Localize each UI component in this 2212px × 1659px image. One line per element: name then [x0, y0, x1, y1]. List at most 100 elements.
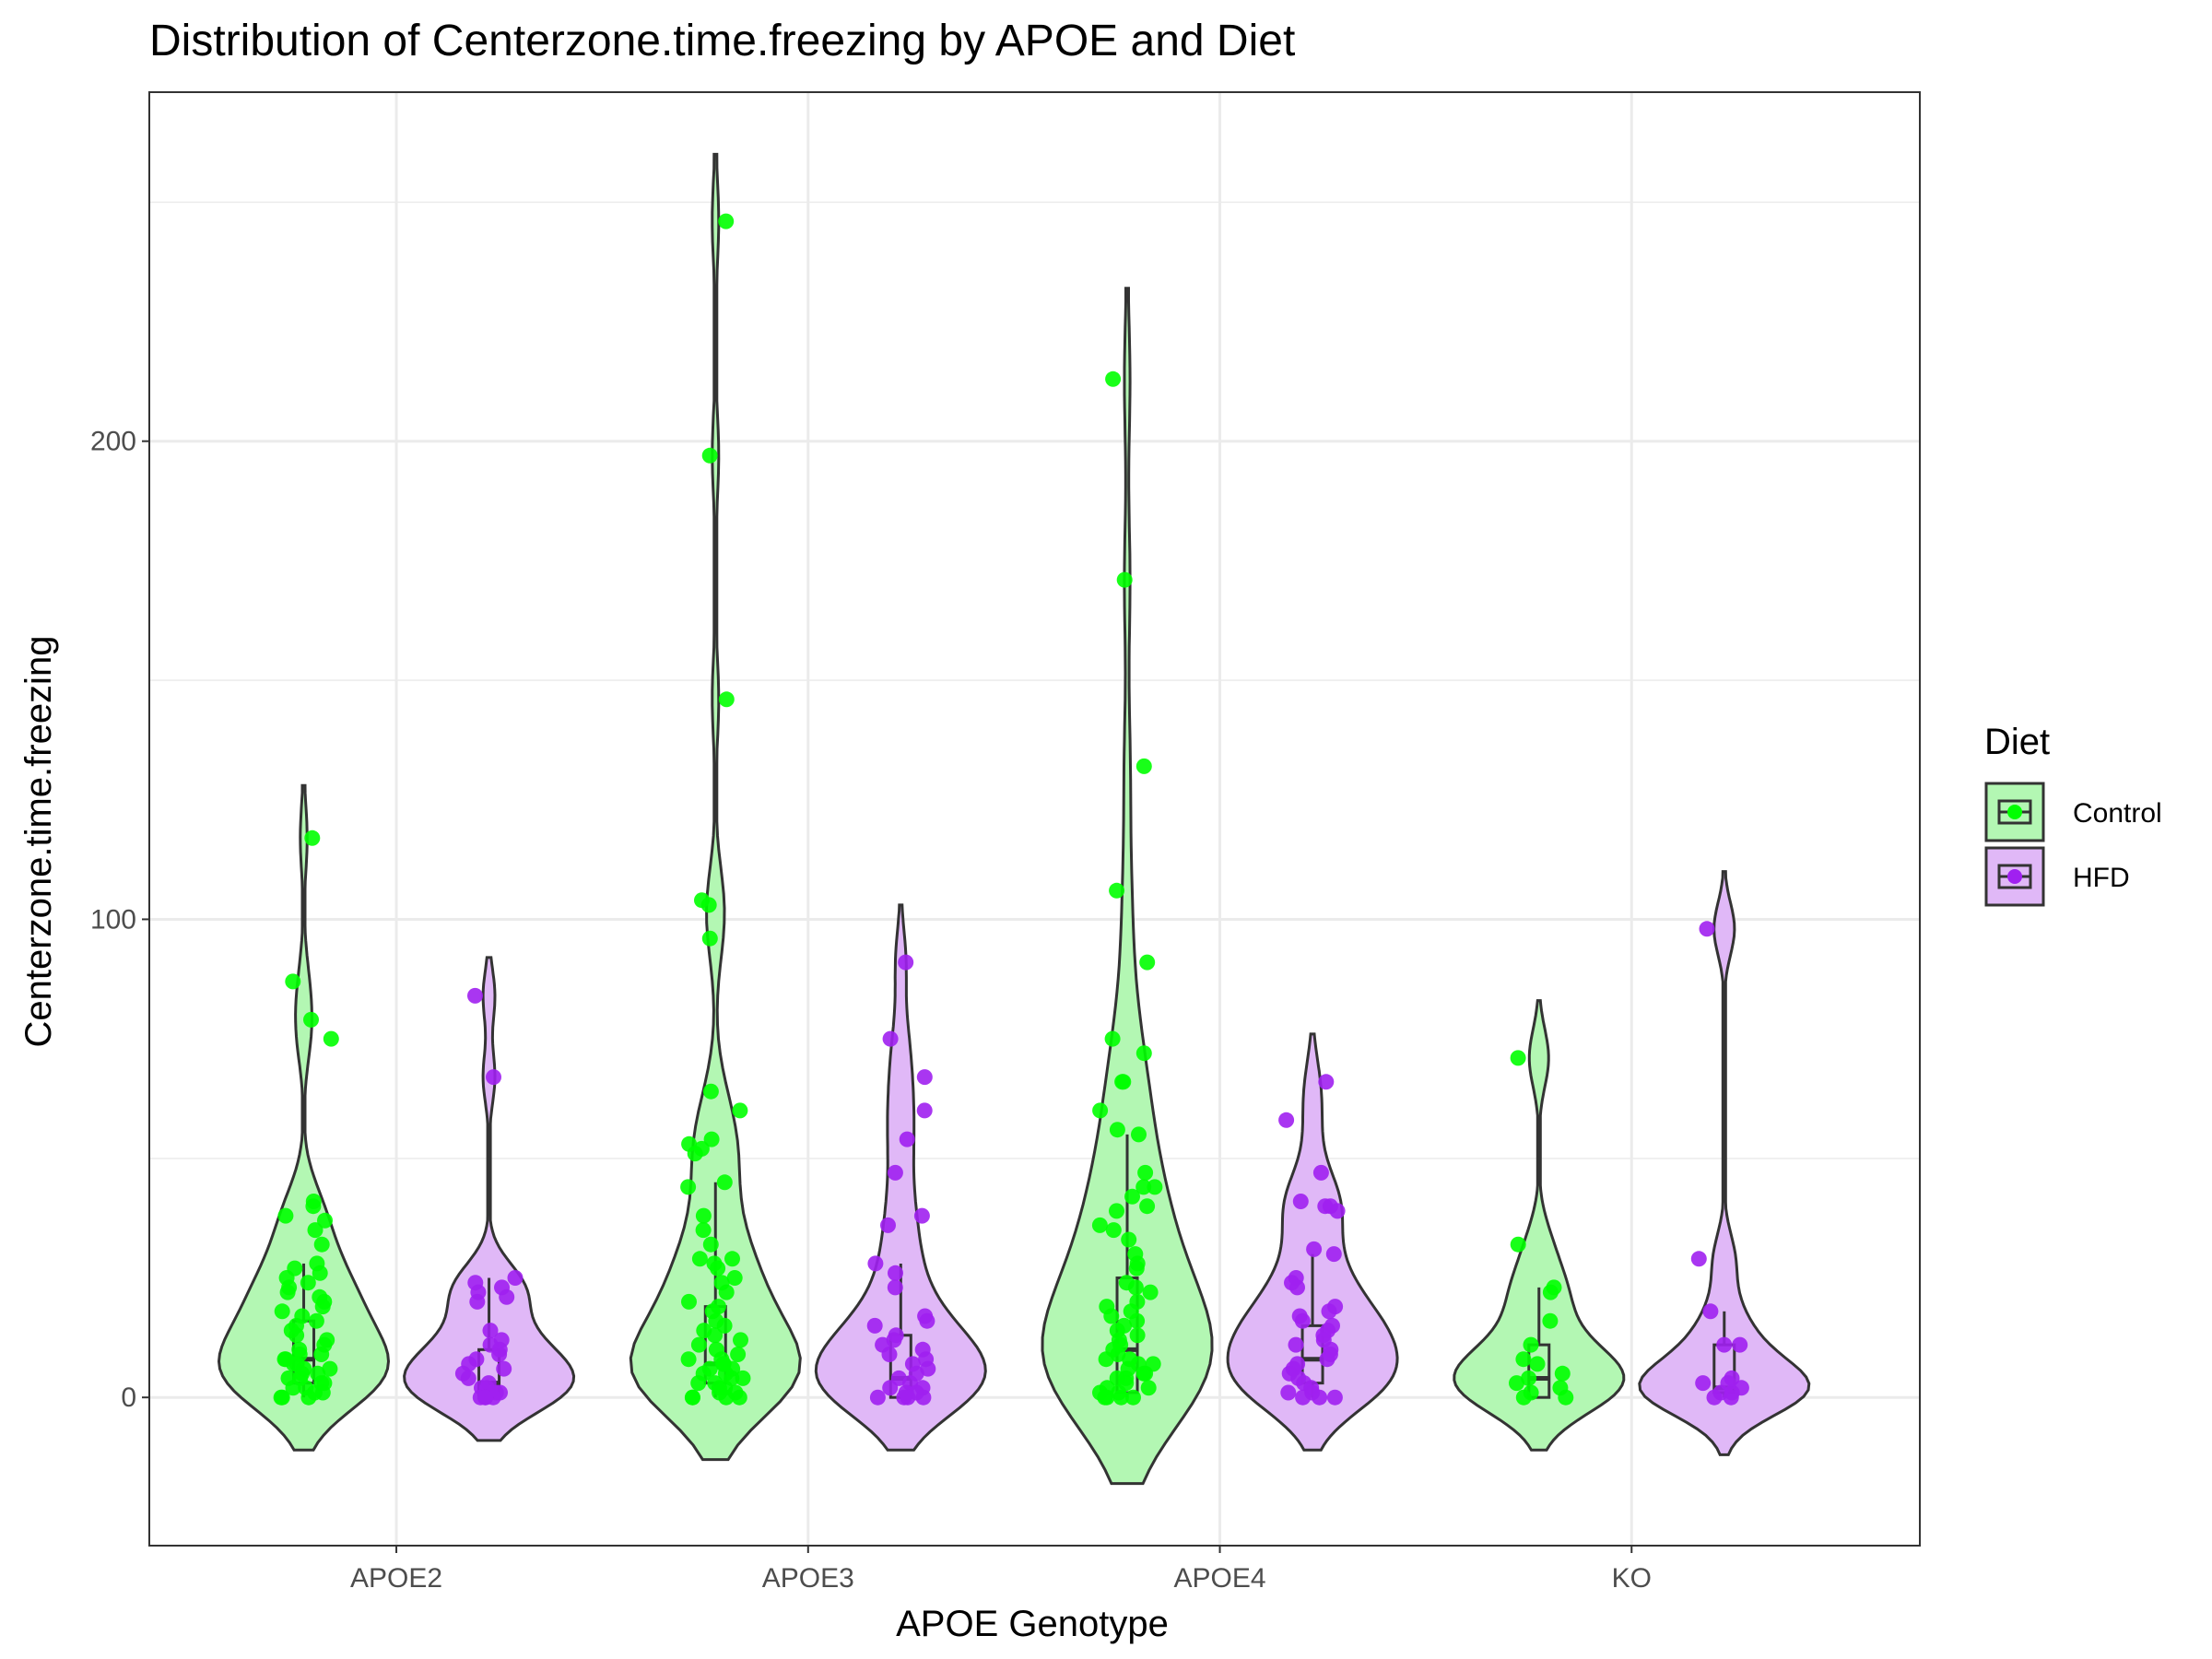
data-point	[1125, 1389, 1141, 1406]
data-point	[731, 1389, 747, 1406]
data-point	[303, 1011, 319, 1028]
data-point	[690, 1336, 707, 1353]
data-point	[1542, 1312, 1559, 1329]
data-point	[1092, 1102, 1109, 1119]
data-point	[1716, 1336, 1733, 1353]
data-point	[888, 1265, 903, 1281]
data-point	[718, 691, 735, 708]
data-point	[916, 1069, 933, 1086]
data-point	[710, 1260, 726, 1277]
data-point	[285, 973, 301, 990]
data-point	[1124, 1188, 1140, 1205]
data-point	[1135, 758, 1152, 774]
data-point	[1137, 1164, 1154, 1181]
x-tick-label: APOE4	[1174, 1563, 1266, 1594]
data-point	[1112, 1389, 1129, 1406]
data-point	[703, 1131, 720, 1147]
data-point	[1558, 1389, 1574, 1406]
data-point	[702, 1236, 719, 1253]
data-point	[304, 830, 321, 846]
y-axis-ticks: 0 100 200	[90, 427, 149, 1413]
data-point	[496, 1360, 512, 1377]
legend-label: Control	[2073, 798, 2162, 829]
data-point	[307, 1222, 324, 1239]
x-tick-label: APOE2	[350, 1563, 442, 1594]
data-point	[1292, 1194, 1309, 1209]
data-point	[685, 1389, 700, 1406]
data-point	[1706, 1389, 1723, 1406]
data-point	[313, 1347, 330, 1362]
data-point	[680, 1351, 697, 1368]
data-point	[1105, 371, 1122, 387]
data-point	[732, 1102, 748, 1119]
data-point	[1104, 1030, 1121, 1047]
data-point	[1317, 1198, 1334, 1215]
data-point	[486, 1069, 501, 1086]
data-point	[277, 1207, 294, 1224]
data-point	[899, 1131, 915, 1147]
data-point	[1515, 1389, 1532, 1406]
data-point	[882, 1380, 899, 1396]
data-point	[716, 1174, 733, 1191]
data-point	[273, 1389, 289, 1406]
legend-keys: Control HFD	[1984, 782, 2162, 907]
data-point	[1702, 1303, 1719, 1320]
data-point	[1294, 1312, 1311, 1329]
data-point	[1319, 1351, 1335, 1368]
data-point	[285, 1380, 301, 1396]
data-point	[687, 1146, 703, 1162]
data-point	[896, 1389, 912, 1406]
data-point	[1295, 1389, 1312, 1406]
violins	[217, 152, 1811, 1486]
data-point	[1695, 1375, 1712, 1392]
data-point	[898, 954, 914, 971]
chart-title: Distribution of Centerzone.time.freezing…	[149, 17, 1295, 65]
x-tick-label: APOE3	[762, 1563, 854, 1594]
data-point	[322, 1360, 338, 1377]
data-point	[1135, 1045, 1152, 1062]
data-point	[881, 1347, 898, 1362]
data-point	[1147, 1179, 1163, 1195]
data-point	[690, 1375, 707, 1392]
data-point	[1509, 1375, 1524, 1392]
panel-border	[148, 91, 1921, 1547]
legend-point-glyph	[2007, 805, 2022, 819]
legend-point-glyph	[2007, 869, 2022, 884]
data-point	[701, 930, 718, 947]
y-tick-label: 0	[121, 1382, 136, 1413]
plot-area: 0 100 200 APOE2 APOE3 APOE4 KO	[90, 91, 1921, 1594]
data-point	[314, 1299, 331, 1315]
data-point	[300, 1389, 317, 1406]
data-point	[1690, 1251, 1707, 1267]
y-tick-label: 100	[90, 904, 136, 935]
data-point	[701, 447, 718, 464]
data-point	[1306, 1241, 1323, 1257]
violin-apoe3-control	[629, 152, 802, 1462]
data-point	[707, 1327, 724, 1344]
data-point	[724, 1251, 740, 1267]
data-point	[887, 1279, 903, 1296]
data-point	[1142, 1284, 1159, 1300]
data-point	[695, 1222, 712, 1239]
data-point	[726, 1270, 743, 1286]
data-point	[1288, 1336, 1304, 1353]
data-point	[1529, 1356, 1546, 1372]
legend-title: Diet	[1984, 722, 2050, 762]
y-axis-title: Centerzone.time.freezing	[18, 636, 59, 1048]
data-point	[1318, 1074, 1335, 1090]
data-point	[1699, 921, 1715, 937]
data-point	[1105, 1222, 1122, 1239]
y-tick-label: 200	[90, 427, 136, 457]
data-point	[691, 1251, 708, 1267]
data-point	[1128, 1260, 1145, 1277]
x-axis-title: APOE Genotype	[896, 1604, 1169, 1644]
data-point	[323, 1030, 339, 1047]
data-point	[1289, 1279, 1305, 1296]
data-point	[716, 1317, 733, 1334]
data-point	[916, 1102, 933, 1119]
data-point	[317, 1212, 333, 1229]
data-point	[1515, 1351, 1532, 1368]
legend: Diet Control HFD	[1984, 722, 2162, 907]
data-point	[1099, 1389, 1115, 1406]
data-points	[273, 213, 1749, 1406]
